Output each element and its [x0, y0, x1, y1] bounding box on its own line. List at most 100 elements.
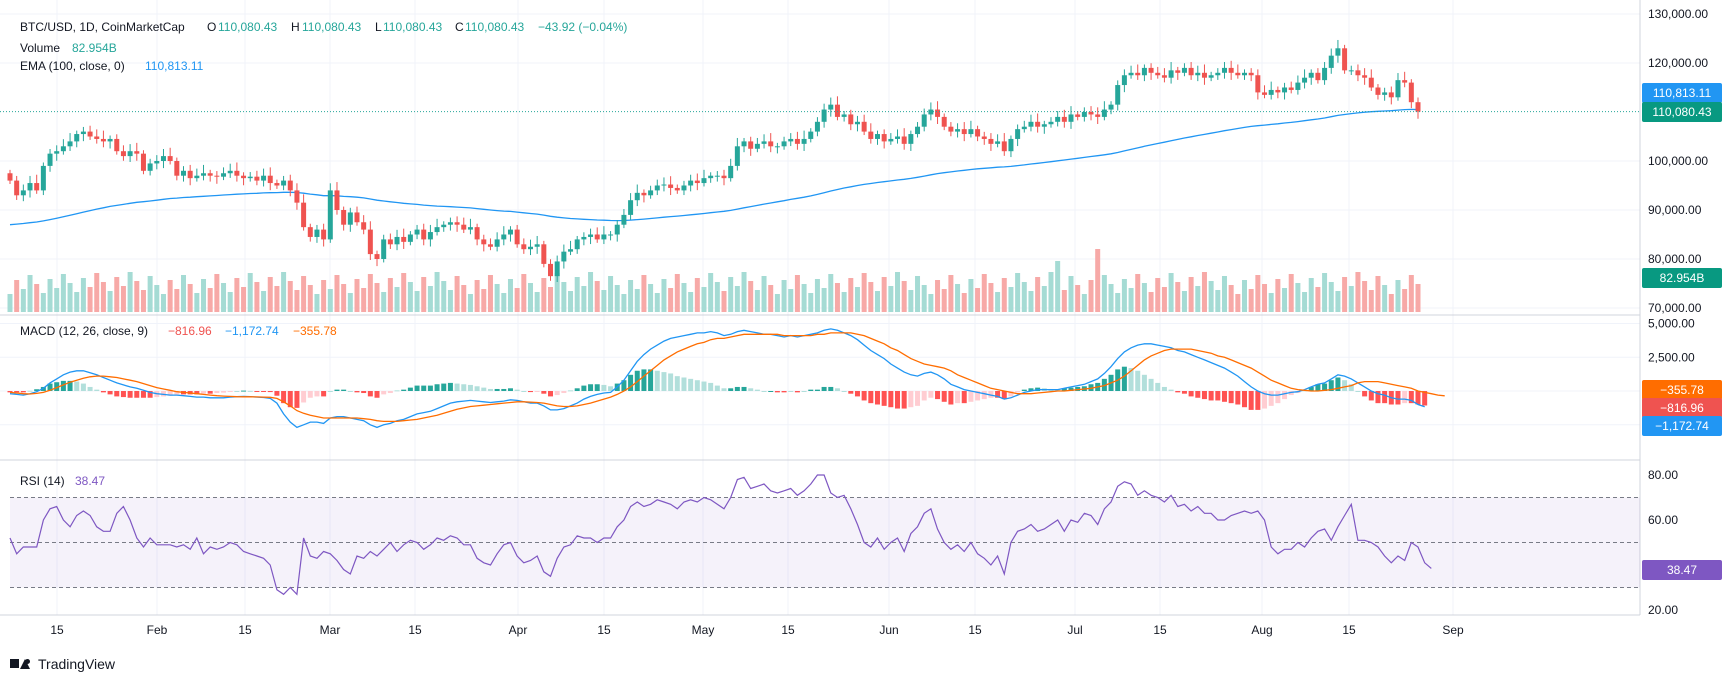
volume-bar [180, 275, 186, 312]
macd-histogram-bar [534, 391, 540, 392]
volume-bar [414, 291, 420, 312]
macd-histogram-bar [1368, 391, 1374, 401]
volume-bar [154, 285, 160, 312]
volume-bar [1088, 280, 1094, 312]
volume-bar [1055, 261, 1061, 312]
volume-bar [287, 281, 293, 312]
tradingview-logo[interactable]: TradingView [10, 656, 115, 672]
volume-bar [421, 277, 427, 312]
macd-histogram-bar [1181, 391, 1187, 394]
macd-histogram-bar [20, 391, 26, 393]
candle-body [267, 175, 273, 184]
macd-histogram-bar [648, 369, 654, 391]
macd-line-badge-text: −1,172.74 [1655, 419, 1709, 433]
time-tick-label: 15 [968, 623, 982, 637]
candle-body [961, 129, 967, 135]
macd-histogram-bar [621, 380, 627, 391]
volume-bar [874, 291, 880, 312]
volume-bar [961, 293, 967, 312]
candle-body [1155, 72, 1161, 76]
macd-histogram-bar [407, 387, 413, 391]
macd-histogram-bar [574, 388, 580, 391]
volume-bar [1242, 280, 1248, 312]
macd-histogram-bar [354, 391, 360, 393]
volume-bar [1395, 280, 1401, 312]
macd-histogram-bar [201, 391, 207, 394]
candle-body [714, 175, 720, 177]
candlesticks [7, 39, 1421, 283]
macd-histogram-bar [935, 391, 941, 400]
macd-histogram-bar [841, 391, 847, 392]
price-tick-label: 70,000.00 [1648, 301, 1702, 315]
rsi-badge-text: 38.47 [1667, 563, 1697, 577]
volume-bar [1275, 279, 1281, 312]
volume-bar [1095, 249, 1101, 312]
candle-body [1175, 70, 1181, 73]
macd-histogram-bar [1001, 391, 1007, 400]
time-tick-label: 15 [1153, 623, 1167, 637]
candle-body [574, 239, 580, 250]
candle-body [441, 224, 447, 228]
time-tick-label: Jul [1067, 623, 1082, 637]
macd-histogram-bar [347, 391, 353, 392]
volume-bar [160, 294, 166, 312]
macd-histogram-bar [7, 391, 13, 393]
candle-body [968, 129, 974, 135]
volume-bar [354, 279, 360, 312]
macd-histogram-bar [714, 385, 720, 391]
macd-histogram-bar [281, 391, 287, 404]
volume-bar [427, 286, 433, 312]
volume-bar [1188, 277, 1194, 312]
candle-body [981, 136, 987, 139]
candle-body [120, 151, 126, 157]
candle-body [1028, 121, 1034, 127]
candle-body [20, 190, 26, 196]
candle-body [1295, 82, 1301, 90]
volume-badge-text: 82.954B [1660, 271, 1705, 285]
macd-histogram-bar [801, 391, 807, 392]
macd-histogram-bar [74, 381, 80, 391]
macd-histogram-bar [314, 391, 320, 397]
macd-histogram-bar [1342, 380, 1348, 391]
candle-body [301, 202, 307, 228]
volume-bar [321, 280, 327, 312]
macd-histogram-bar [554, 391, 560, 396]
macd-histogram-bar [127, 391, 133, 398]
macd-histogram-bar [881, 391, 887, 406]
volume-bar [774, 294, 780, 312]
candle-body [94, 136, 100, 139]
volume-bar [140, 290, 146, 312]
macd-histogram-bar [414, 385, 420, 391]
macd-histogram-bar [668, 373, 674, 391]
macd-histogram-bar [174, 391, 180, 395]
volume-bar [995, 292, 1001, 312]
candle-body [427, 232, 433, 240]
volume-bar [1362, 281, 1368, 312]
volume-bar [347, 293, 353, 312]
candle-body [1081, 112, 1087, 117]
candle-body [874, 134, 880, 139]
candle-body [507, 229, 513, 235]
volume-bar [588, 272, 594, 312]
volume-bar [461, 285, 467, 312]
volume-bar [741, 272, 747, 312]
volume-bar [1322, 273, 1328, 312]
candle-body [1061, 116, 1067, 122]
candle-body [321, 229, 327, 240]
volume-bar [1075, 285, 1081, 312]
candle-body [701, 178, 707, 184]
macd-histogram-bar [87, 386, 93, 391]
volume-bar [281, 272, 287, 312]
macd-histogram-bar [1308, 386, 1314, 391]
pane-separators [0, 0, 1641, 616]
macd-histogram-bar [961, 391, 967, 404]
candle-body [334, 190, 340, 210]
candle-body [774, 146, 780, 148]
macd-histogram-bar [1375, 391, 1381, 404]
macd-histogram-bar [808, 389, 814, 391]
time-tick-label: Mar [320, 623, 341, 637]
macd-histogram-bar [134, 391, 140, 398]
candle-body [921, 114, 927, 127]
volume-bar [361, 288, 367, 312]
